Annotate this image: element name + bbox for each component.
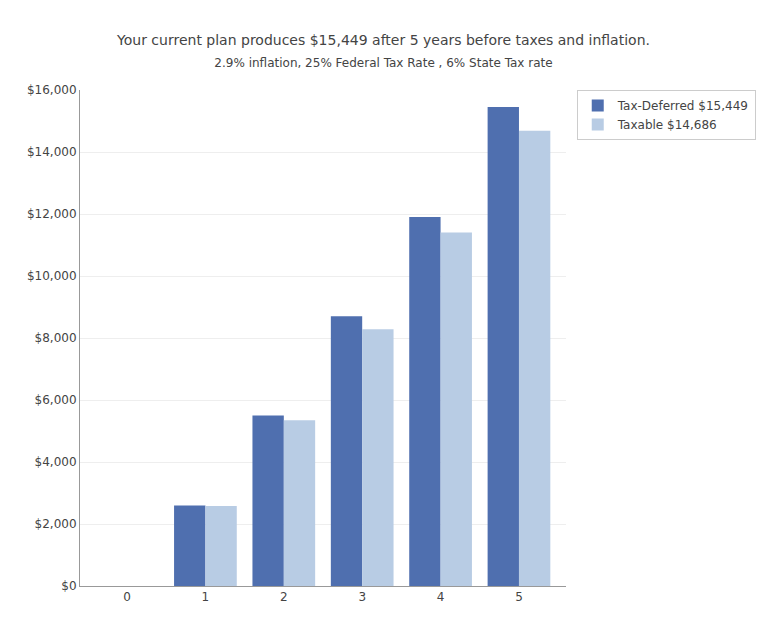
svg-text:3: 3: [358, 590, 366, 604]
svg-text:$0: $0: [61, 579, 76, 593]
svg-text:$16,000: $16,000: [27, 83, 77, 97]
svg-text:$2,000: $2,000: [35, 517, 77, 531]
svg-text:$10,000: $10,000: [27, 269, 77, 283]
svg-text:5: 5: [515, 590, 523, 604]
svg-text:4: 4: [437, 590, 445, 604]
svg-text:$4,000: $4,000: [35, 455, 77, 469]
svg-text:Tax-Deferred $15,449: Tax-Deferred $15,449: [617, 99, 748, 113]
svg-text:Taxable $14,686: Taxable $14,686: [617, 118, 717, 132]
svg-text:$14,000: $14,000: [27, 145, 77, 159]
svg-text:0: 0: [123, 590, 131, 604]
svg-text:1: 1: [202, 590, 210, 604]
svg-text:2: 2: [280, 590, 288, 604]
svg-text:Your current plan produces $15: Your current plan produces $15,449 after…: [116, 32, 650, 48]
svg-text:$8,000: $8,000: [35, 331, 77, 345]
svg-text:$6,000: $6,000: [35, 393, 77, 407]
svg-text:2.9% inflation, 25% Federal Ta: 2.9% inflation, 25% Federal Tax Rate , 6…: [214, 56, 552, 70]
svg-text:$12,000: $12,000: [27, 207, 77, 221]
